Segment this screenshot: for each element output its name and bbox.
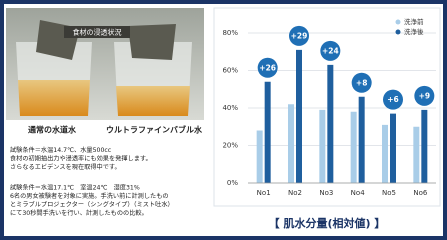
- x-tick-label: No5: [382, 189, 396, 197]
- x-tick-label: No4: [351, 189, 366, 197]
- diff-label: +9: [419, 91, 431, 100]
- liquid: [18, 80, 90, 116]
- bar: [359, 97, 365, 183]
- note-line: とミラブルプロジェクター（シングタイプ）（ミスト吐水）: [10, 201, 174, 209]
- chart-title: 【 肌水分量(相対値) 】: [269, 216, 386, 230]
- caption: 通常の水道水: [28, 125, 77, 135]
- bar: [296, 50, 302, 183]
- legend-swatch: [396, 30, 401, 35]
- y-tick-label: 40%: [222, 104, 238, 112]
- chart: 0% 20% 40% 60% 80% No1 +26 No2 +29 No3 +24 No4 +8 No5…: [214, 8, 440, 230]
- y-tick-label: 20%: [222, 142, 238, 150]
- bar: [327, 65, 333, 183]
- y-tick-label: 0%: [227, 179, 238, 187]
- note-line: 6名の男女被験者を対象に実施。手洗い前に計測したもの: [10, 192, 169, 200]
- note-line: にて30秒間手洗いを行い、計測したものの比較。: [10, 209, 148, 217]
- bar: [421, 110, 427, 183]
- x-tick-label: No2: [288, 189, 302, 197]
- x-tick-label: No1: [257, 189, 271, 197]
- bar: [382, 125, 388, 183]
- legend-label: 洗浄前: [404, 17, 424, 26]
- diff-label: +24: [322, 46, 339, 55]
- bar: [319, 110, 325, 183]
- page: 食材の浸透状況 通常の水道水 ウルトラファインバブル水 試験条件＝水温14.7℃…: [0, 0, 447, 240]
- diff-label: +26: [259, 63, 276, 72]
- bar: [265, 82, 271, 183]
- y-tick-label: 60%: [222, 67, 238, 75]
- note-line: 食材の初期抽出力や浸透率にも効果を発揮します。: [10, 155, 152, 163]
- diff-label: +6: [387, 95, 399, 104]
- bar: [351, 112, 357, 183]
- bar: [413, 127, 419, 183]
- photo-tag: 食材の浸透状況: [73, 28, 122, 37]
- y-tick-label: 80%: [222, 29, 238, 37]
- legend-label: 洗浄後: [404, 27, 424, 36]
- bar: [257, 131, 263, 184]
- x-tick-label: No6: [413, 189, 428, 197]
- tea-bag: [128, 24, 176, 60]
- diff-label: +8: [356, 78, 368, 87]
- bar: [390, 114, 396, 183]
- caption: ウルトラファインバブル水: [106, 125, 203, 135]
- chart-bg: [214, 8, 440, 206]
- x-tick-label: No3: [319, 189, 333, 197]
- legend-swatch: [396, 20, 401, 25]
- diff-label: +29: [291, 31, 308, 40]
- screenshot: 食材の浸透状況 通常の水道水 ウルトラファインバブル水 試験条件＝水温14.7℃…: [0, 0, 447, 240]
- note-line: 試験条件＝水温17.1℃ 室温24℃ 湿度31%: [10, 184, 140, 192]
- bar: [288, 104, 294, 183]
- note-line: さらなるエビデンスを現在取得中です。: [10, 163, 121, 171]
- liquid: [116, 86, 190, 116]
- note-line: 試験条件＝水温14.7℃、水量500cc: [10, 146, 112, 154]
